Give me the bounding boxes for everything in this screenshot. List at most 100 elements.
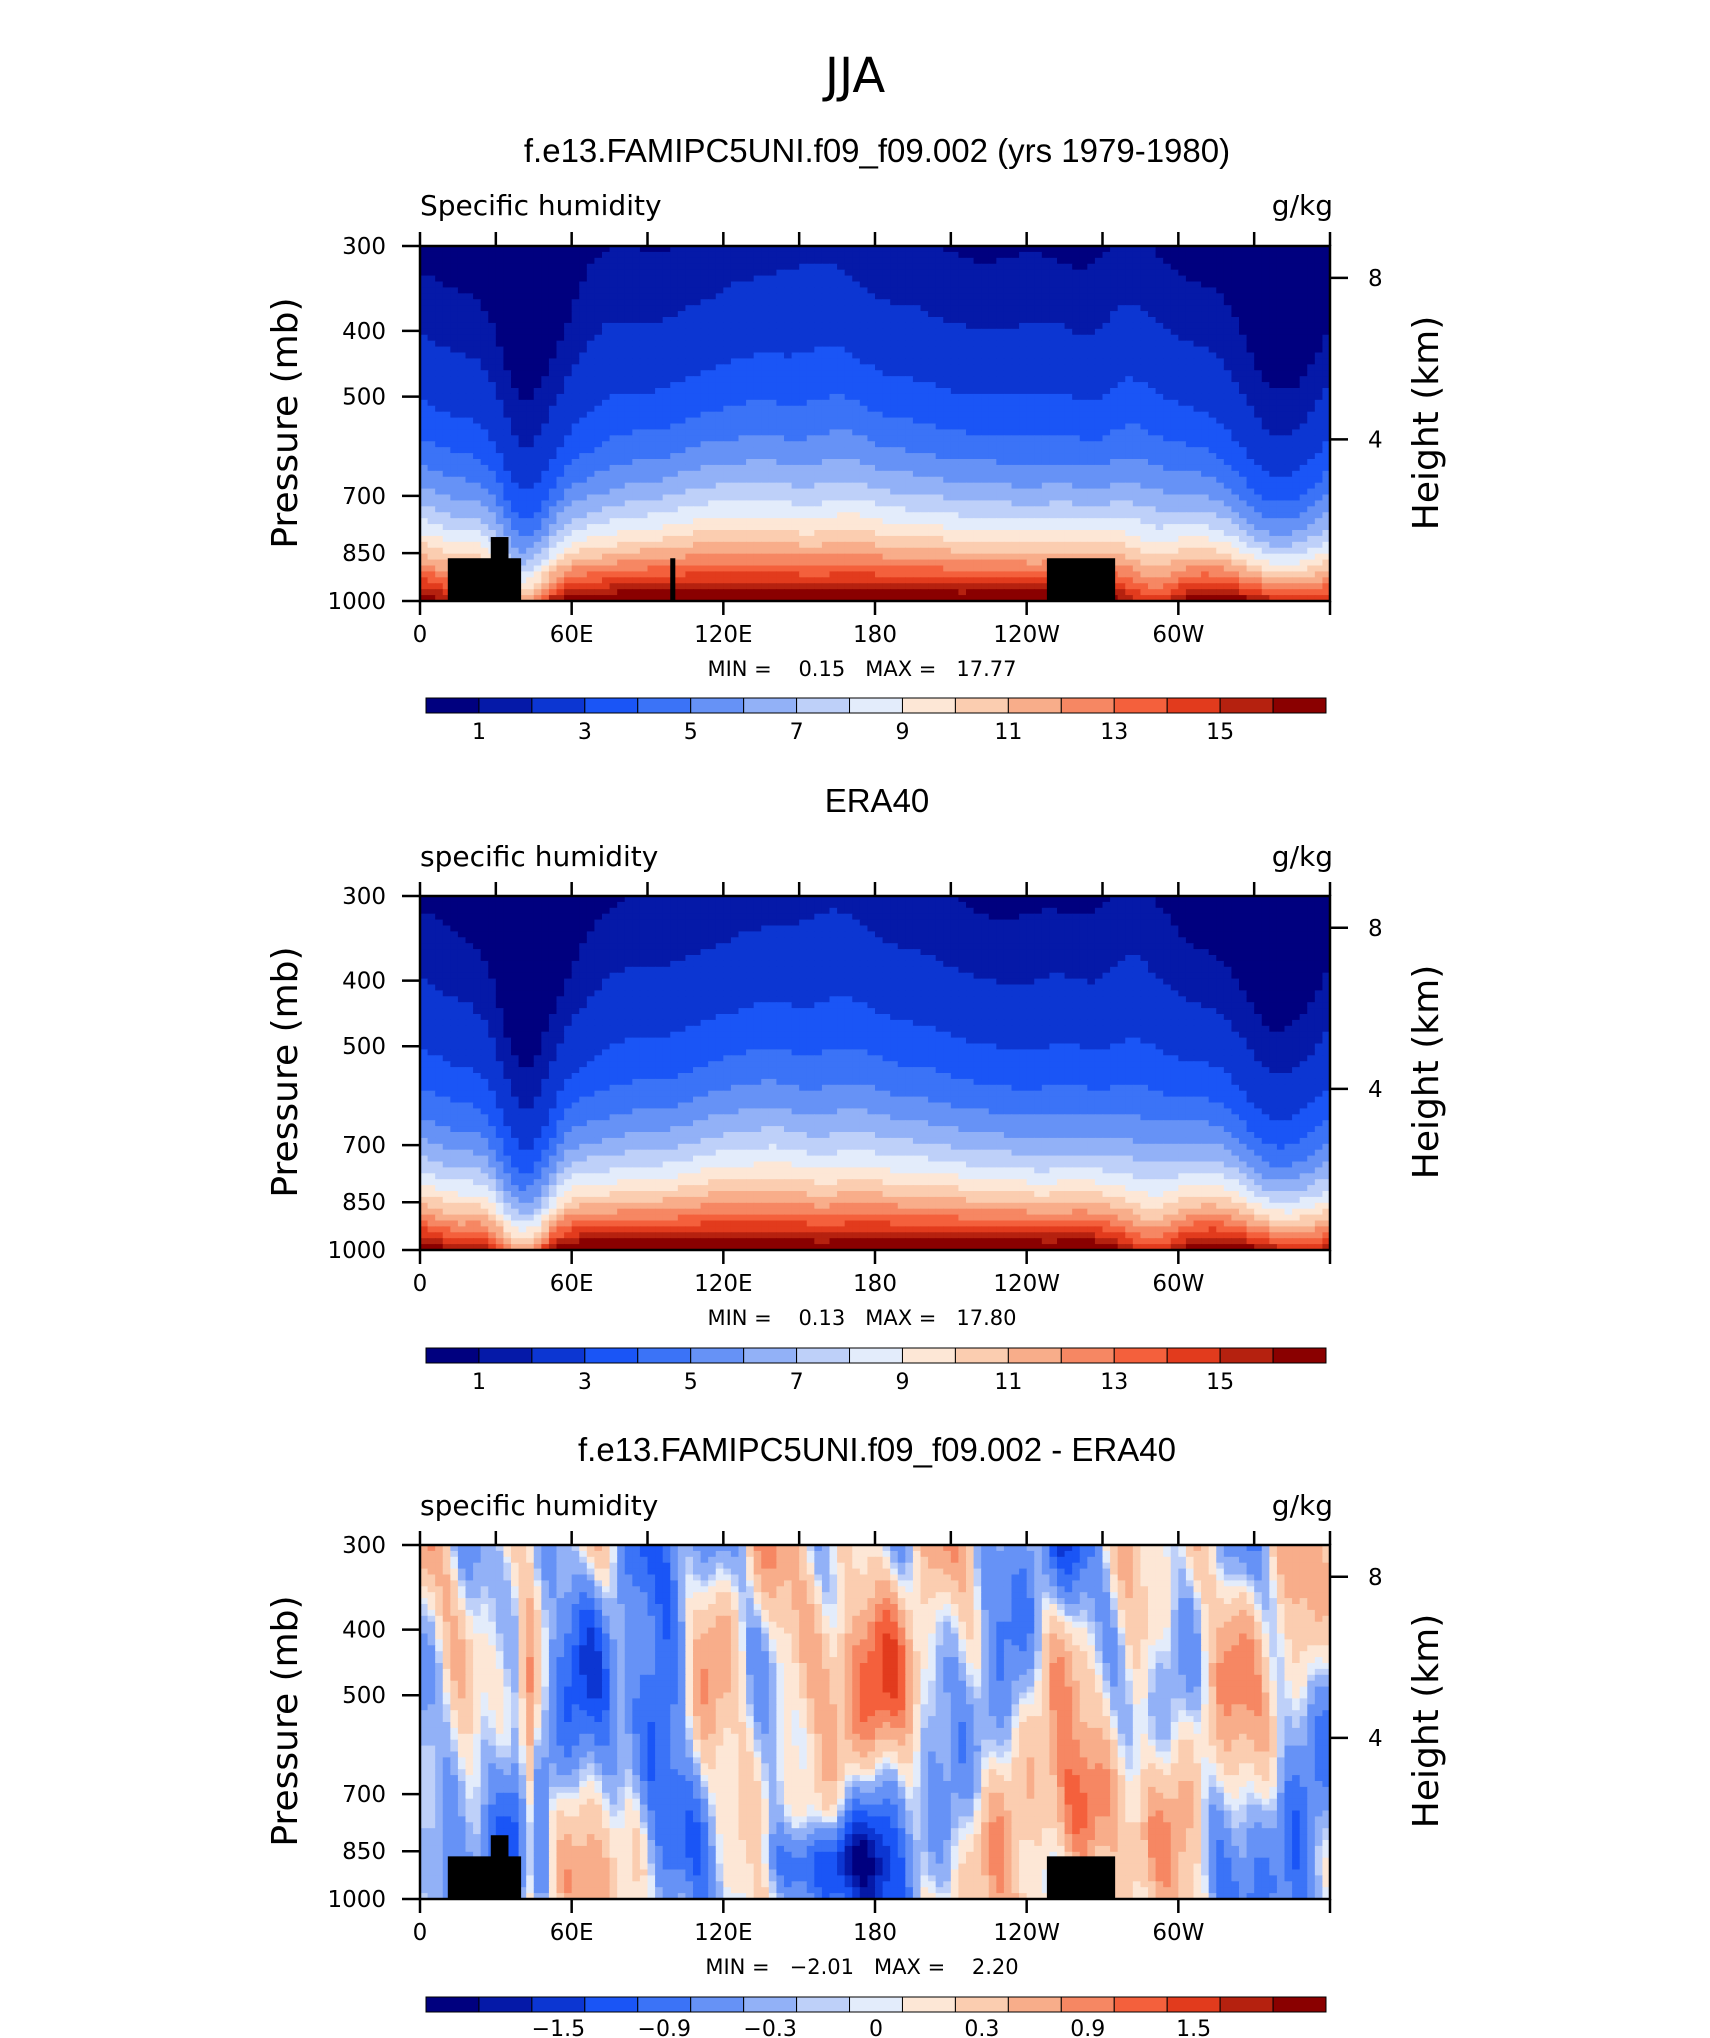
contour-cell bbox=[852, 376, 860, 383]
contour-cell bbox=[799, 376, 807, 383]
contour-cell bbox=[936, 282, 944, 289]
contour-cell bbox=[1110, 270, 1118, 277]
contour-cell bbox=[1194, 258, 1202, 265]
contour-cell bbox=[875, 299, 883, 306]
contour-cell bbox=[860, 276, 868, 283]
contour-cell bbox=[1247, 276, 1255, 283]
contour-cell bbox=[549, 264, 557, 271]
contour-cell bbox=[875, 364, 883, 371]
contour-cell bbox=[996, 270, 1004, 277]
contour-cell bbox=[958, 412, 966, 419]
contour-cell bbox=[557, 471, 565, 478]
contour-cell bbox=[685, 311, 693, 318]
contour-cell bbox=[1034, 358, 1042, 365]
contour-cell bbox=[1095, 353, 1103, 360]
contour-cell bbox=[594, 335, 602, 342]
contour-cell bbox=[1042, 483, 1050, 490]
contour-cell bbox=[1103, 287, 1111, 294]
contour-cell bbox=[663, 364, 671, 371]
y-axis-label: Pressure (mb) bbox=[265, 297, 306, 548]
contour-cell bbox=[1049, 305, 1057, 312]
contour-cell bbox=[921, 424, 929, 431]
contour-cell bbox=[951, 335, 959, 342]
contour-cell bbox=[450, 435, 458, 442]
contour-cell bbox=[898, 412, 906, 419]
contour-cell bbox=[1307, 335, 1315, 342]
contour-cell bbox=[1087, 299, 1095, 306]
contour-cell bbox=[1012, 471, 1020, 478]
contour-cell bbox=[792, 270, 800, 277]
contour-cell bbox=[1216, 329, 1224, 336]
contour-cell bbox=[1019, 341, 1027, 348]
contour-cell bbox=[958, 347, 966, 354]
contour-cell bbox=[837, 400, 845, 407]
contour-cell bbox=[1201, 424, 1209, 431]
contour-cell bbox=[670, 335, 678, 342]
contour-cell bbox=[784, 329, 792, 336]
contour-cell bbox=[1140, 418, 1148, 425]
figure-title: JJA bbox=[822, 48, 885, 104]
contour-cell bbox=[852, 335, 860, 342]
contour-cell bbox=[602, 465, 610, 472]
contour-cell bbox=[610, 353, 618, 360]
contour-cell bbox=[534, 299, 542, 306]
contour-cell bbox=[693, 258, 701, 265]
contour-cell bbox=[473, 353, 481, 360]
contour-cell bbox=[648, 412, 656, 419]
contour-cell bbox=[739, 477, 747, 484]
contour-cell bbox=[526, 418, 534, 425]
contour-cell bbox=[443, 329, 451, 336]
contour-cell bbox=[746, 483, 754, 490]
contour-cell bbox=[564, 382, 572, 389]
contour-cell bbox=[875, 353, 883, 360]
contour-cell bbox=[958, 311, 966, 318]
contour-cell bbox=[1034, 441, 1042, 448]
contour-cell bbox=[776, 341, 784, 348]
contour-cell bbox=[1095, 341, 1103, 348]
contour-cell bbox=[443, 400, 451, 407]
contour-cell bbox=[883, 429, 891, 436]
contour-cell bbox=[921, 335, 929, 342]
contour-cell bbox=[905, 258, 913, 265]
contour-cell bbox=[1194, 400, 1202, 407]
contour-cell bbox=[716, 358, 724, 365]
contour-cell bbox=[549, 317, 557, 324]
contour-cell bbox=[1285, 441, 1293, 448]
contour-cell bbox=[996, 400, 1004, 407]
contour-cell bbox=[1231, 400, 1239, 407]
contour-cell bbox=[996, 264, 1004, 271]
contour-cell bbox=[890, 394, 898, 401]
contour-cell bbox=[883, 353, 891, 360]
contour-cell bbox=[913, 329, 921, 336]
contour-cell bbox=[1118, 394, 1126, 401]
contour-cell bbox=[564, 447, 572, 454]
contour-cell bbox=[534, 276, 542, 283]
contour-cell bbox=[1292, 252, 1300, 259]
contour-cell bbox=[473, 287, 481, 294]
contour-cell bbox=[594, 358, 602, 365]
contour-cell bbox=[648, 465, 656, 472]
contour-cell bbox=[837, 329, 845, 336]
contour-cell bbox=[723, 323, 731, 330]
contour-cell bbox=[1186, 293, 1194, 300]
contour-cell bbox=[1277, 358, 1285, 365]
contour-cell bbox=[845, 335, 853, 342]
contour-cell bbox=[1171, 370, 1179, 377]
contour-cell bbox=[860, 317, 868, 324]
contour-cell bbox=[640, 287, 648, 294]
contour-cell bbox=[496, 370, 504, 377]
contour-cell bbox=[435, 293, 443, 300]
contour-cell bbox=[1292, 406, 1300, 413]
contour-cell bbox=[1087, 329, 1095, 336]
contour-cell bbox=[746, 424, 754, 431]
contour-cell bbox=[534, 252, 542, 259]
contour-cell bbox=[716, 400, 724, 407]
contour-cell bbox=[1178, 418, 1186, 425]
contour-cell bbox=[1034, 435, 1042, 442]
contour-cell bbox=[534, 270, 542, 277]
contour-cell bbox=[1133, 447, 1141, 454]
contour-cell bbox=[1163, 477, 1171, 484]
contour-cell bbox=[693, 441, 701, 448]
contour-cell bbox=[739, 305, 747, 312]
contour-cell bbox=[428, 459, 436, 466]
